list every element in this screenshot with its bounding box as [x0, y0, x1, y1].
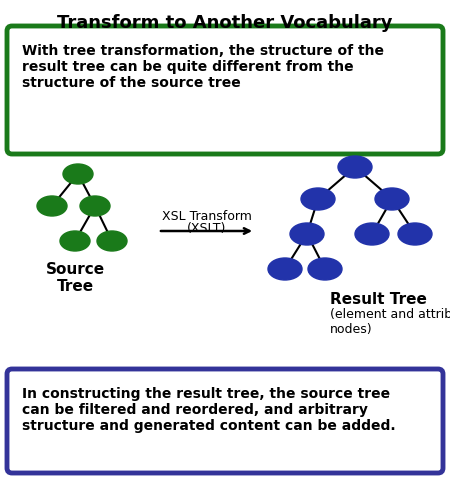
Ellipse shape	[63, 165, 93, 185]
Text: (XSLT): (XSLT)	[187, 222, 227, 235]
Ellipse shape	[37, 197, 67, 216]
Ellipse shape	[80, 197, 110, 216]
Ellipse shape	[301, 189, 335, 211]
Ellipse shape	[375, 189, 409, 211]
Text: In constructing the result tree, the source tree
can be filtered and reordered, : In constructing the result tree, the sou…	[22, 386, 396, 432]
Ellipse shape	[97, 231, 127, 252]
Ellipse shape	[290, 224, 324, 245]
FancyBboxPatch shape	[7, 27, 443, 155]
Text: Source
Tree: Source Tree	[45, 262, 104, 294]
Ellipse shape	[308, 258, 342, 280]
Ellipse shape	[268, 258, 302, 280]
Text: XSL Transform: XSL Transform	[162, 210, 252, 223]
Ellipse shape	[398, 224, 432, 245]
Text: With tree transformation, the structure of the
result tree can be quite differen: With tree transformation, the structure …	[22, 44, 384, 90]
Ellipse shape	[338, 156, 372, 179]
Ellipse shape	[60, 231, 90, 252]
FancyBboxPatch shape	[7, 369, 443, 473]
Ellipse shape	[355, 224, 389, 245]
Text: (element and attribute
nodes): (element and attribute nodes)	[330, 307, 450, 336]
Text: Result Tree: Result Tree	[330, 291, 427, 306]
Text: Transform to Another Vocabulary: Transform to Another Vocabulary	[57, 14, 393, 32]
